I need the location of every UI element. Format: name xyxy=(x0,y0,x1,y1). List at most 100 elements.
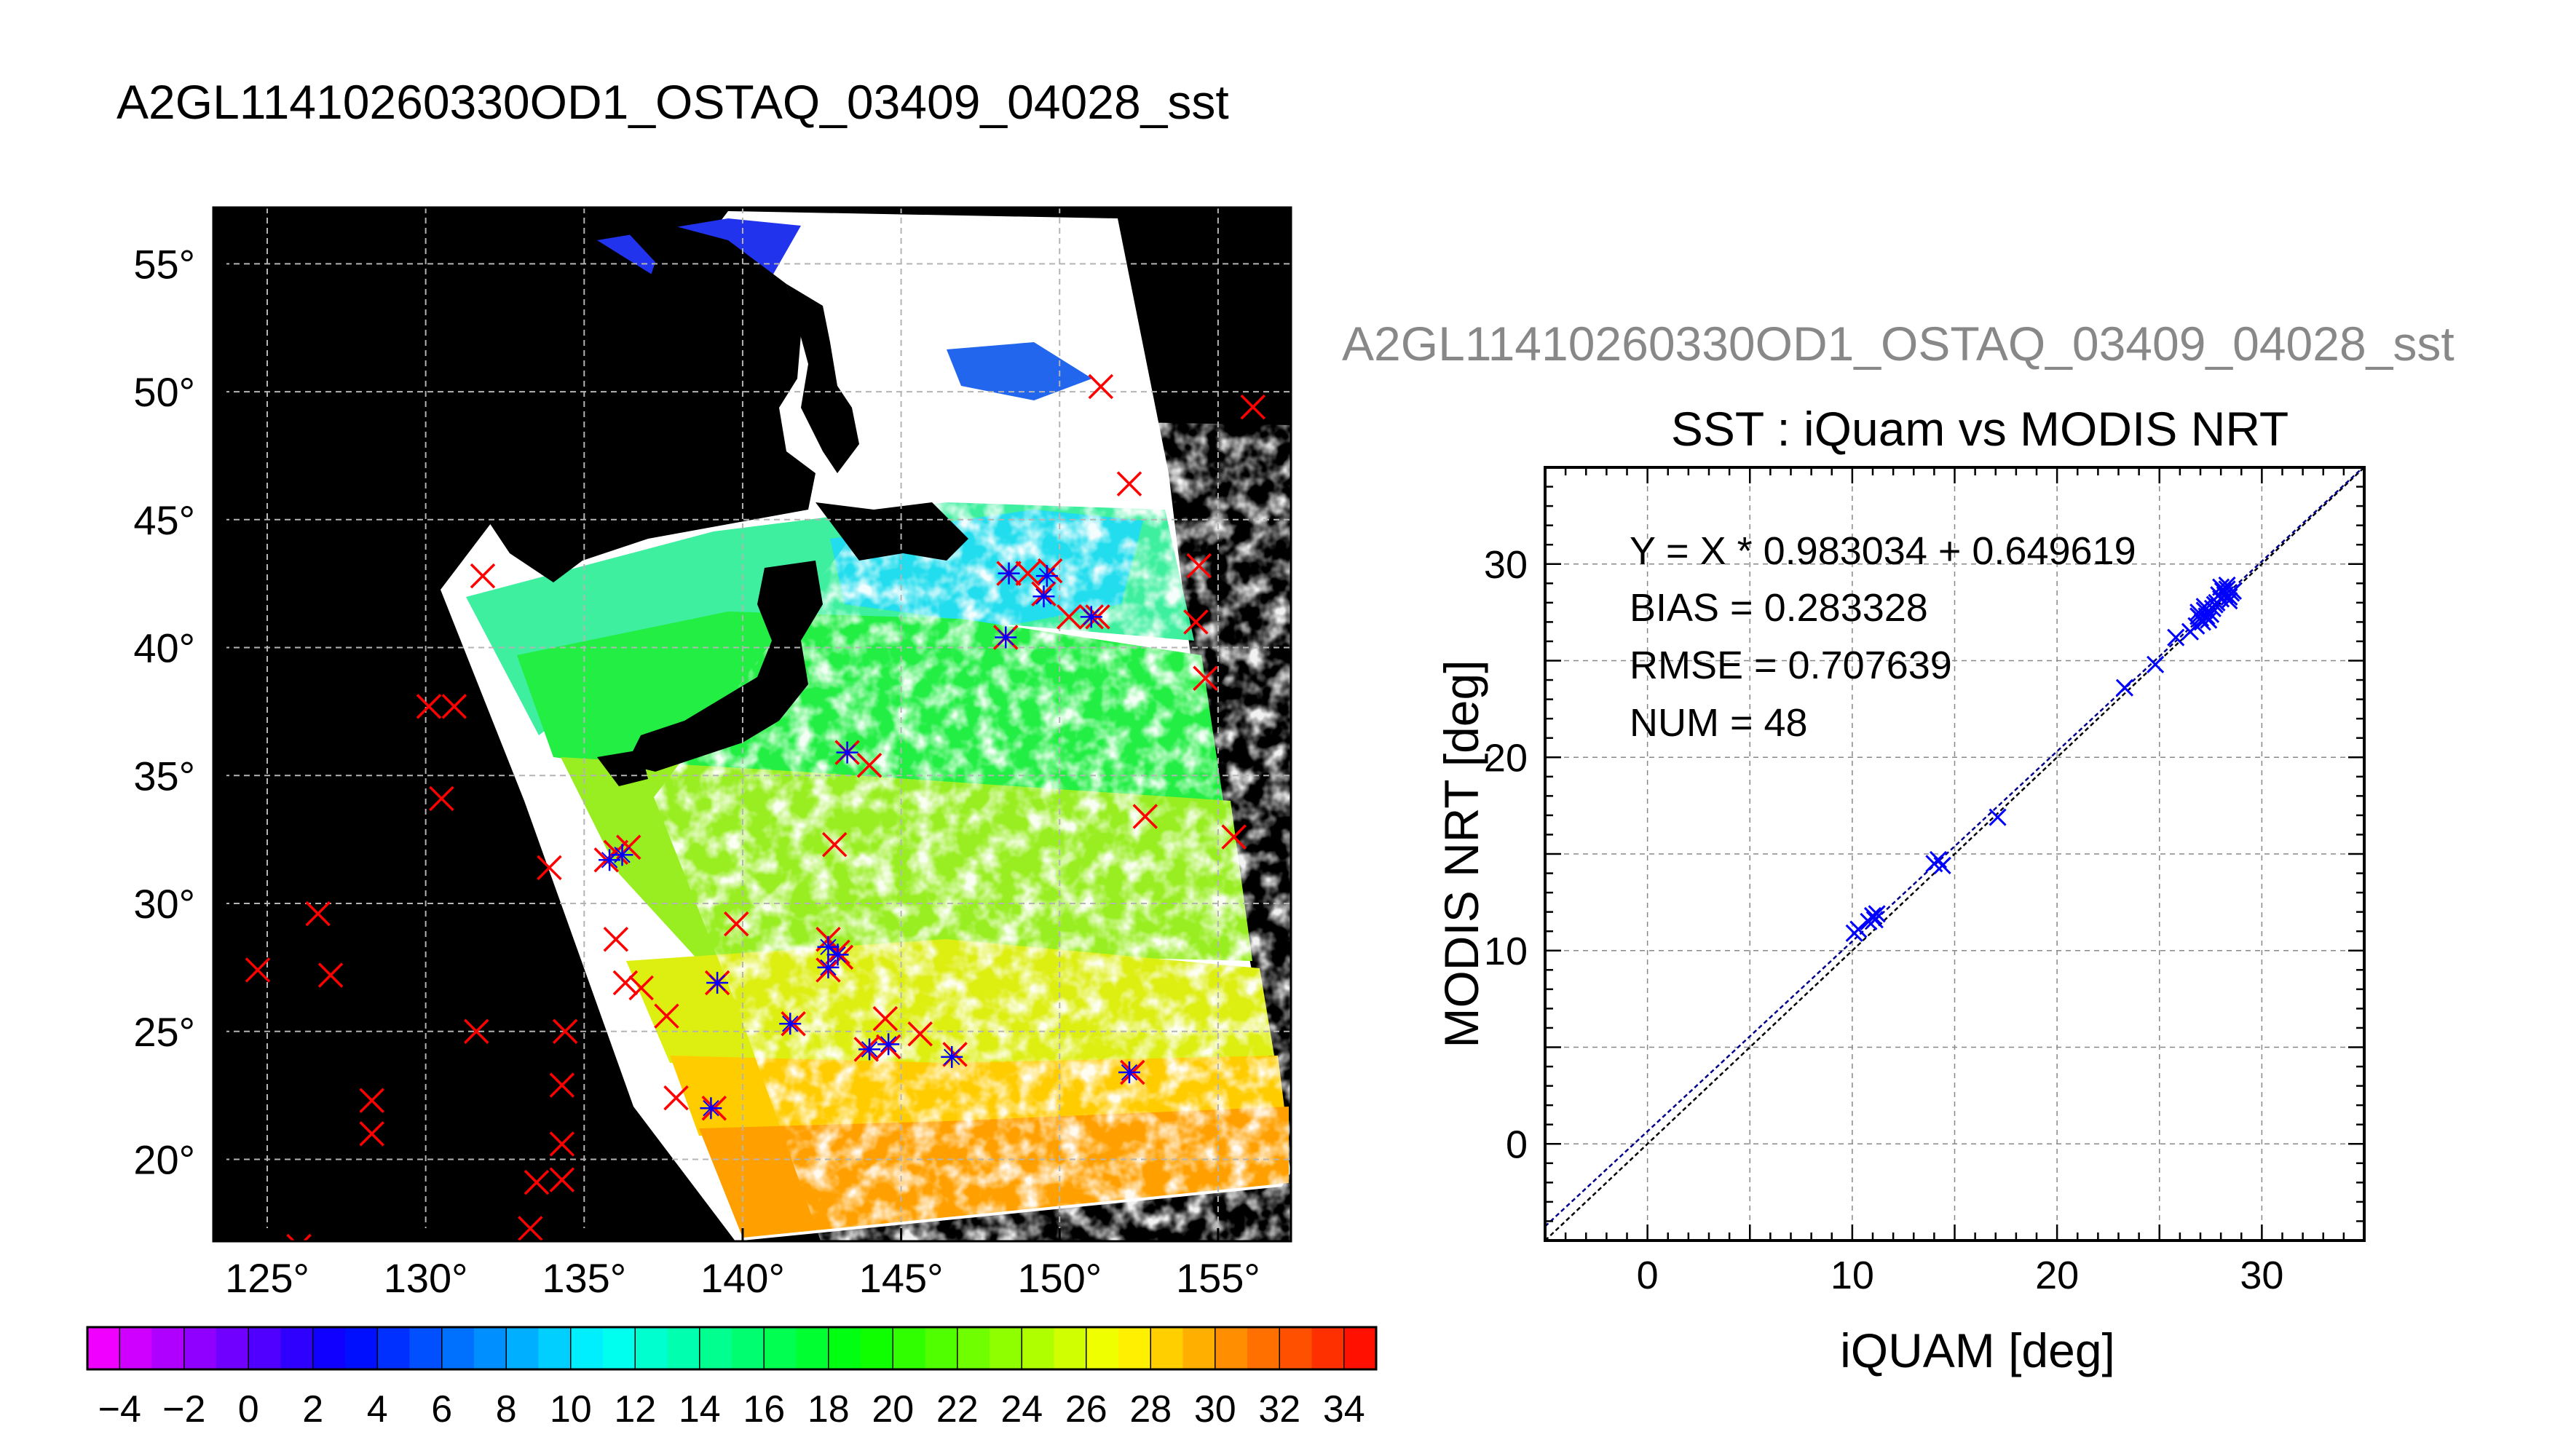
iquam-marker xyxy=(1132,804,1158,829)
colorbar-cell xyxy=(151,1327,185,1369)
colorbar-cell xyxy=(893,1327,925,1369)
colorbar-cell xyxy=(248,1327,281,1369)
colorbar-cell xyxy=(796,1327,829,1369)
iquam-marker xyxy=(1183,609,1209,635)
colorbar-cell xyxy=(1150,1327,1183,1369)
colorbar-frame xyxy=(86,1326,1378,1371)
iquam-marker xyxy=(317,962,344,988)
colorbar-label: −2 xyxy=(162,1388,205,1431)
colorbar-cell xyxy=(1279,1327,1312,1369)
iquam-marker xyxy=(537,855,562,881)
matched-marker xyxy=(858,1038,881,1061)
matched-marker xyxy=(826,943,849,966)
colorbar-cell xyxy=(1215,1327,1248,1369)
colorbar-label: 12 xyxy=(614,1388,656,1431)
scatter-point xyxy=(1849,920,1868,938)
map-lat-label: 20° xyxy=(133,1137,195,1183)
colorbar-cell xyxy=(1118,1327,1151,1369)
colorbar-label: 18 xyxy=(807,1388,850,1431)
colorbar-label: 6 xyxy=(431,1388,452,1431)
colorbar-label: 34 xyxy=(1323,1388,1365,1431)
colorbar-label: 20 xyxy=(872,1388,914,1431)
map-lon-label: 140° xyxy=(700,1255,785,1301)
iquam-marker xyxy=(416,694,442,719)
colorbar-cell xyxy=(1054,1327,1087,1369)
sst-band-north xyxy=(947,342,1092,400)
iquam-marker xyxy=(872,1005,899,1032)
map-lat-label: 55° xyxy=(133,241,195,287)
stats-box: Y = X * 0.983034 + 0.649619 BIAS = 0.283… xyxy=(1630,529,2136,745)
colorbar-cell xyxy=(119,1327,152,1369)
colorbar-label: 4 xyxy=(367,1388,388,1431)
colorbar-cell xyxy=(828,1327,861,1369)
iquam-marker xyxy=(1088,373,1114,400)
colorbar-cell xyxy=(474,1327,507,1369)
iquam-marker xyxy=(856,753,882,778)
scatter-point xyxy=(2147,655,2165,673)
matched-marker xyxy=(836,741,858,764)
colorbar-cell xyxy=(506,1327,539,1369)
colorbar-cell xyxy=(1311,1327,1345,1369)
matched-marker xyxy=(706,972,729,994)
colorbar-label: 2 xyxy=(302,1388,323,1431)
map-lat-labels: 55° 50° 45° 40° 35° 30° 25° 20° xyxy=(133,241,226,1183)
iquam-marker xyxy=(429,786,454,812)
stats-equation: Y = X * 0.983034 + 0.649619 xyxy=(1630,529,2136,573)
colorbar-label: 0 xyxy=(238,1388,259,1431)
map-lat-label: 35° xyxy=(133,753,195,799)
colorbar-label: 10 xyxy=(550,1388,592,1431)
map-lon-label: 125° xyxy=(225,1255,309,1301)
colorbar-label: 8 xyxy=(496,1388,517,1431)
colorbar-label: 14 xyxy=(679,1388,721,1431)
matched-marker xyxy=(817,956,840,978)
colorbar-label: −4 xyxy=(98,1388,141,1431)
y-tick-labels: 0 10 20 30 xyxy=(1484,543,1528,1167)
colorbar-cell xyxy=(538,1327,572,1369)
scatter-plot: 0 10 20 30 0 10 20 30 iQUAM [deg] MODIS NRT [d… xyxy=(1434,466,2366,1377)
colorbar-cell xyxy=(1022,1327,1054,1369)
stats-bias: BIAS = 0.283328 xyxy=(1630,586,1928,630)
map-lat-label: 45° xyxy=(133,497,195,543)
map-lon-label: 130° xyxy=(384,1255,468,1301)
iquam-marker xyxy=(1037,558,1063,584)
colorbar-label: 32 xyxy=(1258,1388,1300,1431)
stats-rmse: RMSE = 0.707639 xyxy=(1630,644,1952,687)
colorbar-cell xyxy=(1247,1327,1280,1369)
y-axis-label: MODIS NRT [deg] xyxy=(1434,660,1488,1048)
iquam-marker xyxy=(359,1088,384,1113)
iquam-marker xyxy=(549,1131,575,1157)
iquam-marker xyxy=(663,1085,689,1111)
iquam-marker xyxy=(1186,553,1212,579)
colorbar-cell xyxy=(603,1327,636,1369)
colorbar-cell xyxy=(861,1327,893,1369)
x-axis-label: iQUAM [deg] xyxy=(1840,1324,2115,1377)
iquam-marker xyxy=(654,1003,679,1029)
plot-grid xyxy=(1545,467,2364,1241)
main-title: A2GL11410260330OD1_OSTAQ_03409_04028_sst xyxy=(117,75,1229,129)
iquam-marker xyxy=(1221,824,1247,850)
y-tick-label: 10 xyxy=(1484,930,1528,973)
colorbar-cell xyxy=(635,1327,668,1369)
colorbar-cell xyxy=(699,1327,732,1369)
iquam-marker xyxy=(518,1216,543,1241)
matched-marker xyxy=(1035,565,1058,587)
matched-marker xyxy=(611,844,633,866)
sst-map: 55° 50° 45° 40° 35° 30° 25° 20° 125° 130° 135° 140… xyxy=(133,206,1292,1301)
colorbar-cell xyxy=(957,1327,990,1369)
colorbar-cell xyxy=(312,1327,346,1369)
colorbar-cell xyxy=(87,1327,120,1369)
land-masses xyxy=(481,207,968,786)
iquam-markers xyxy=(245,373,1266,1241)
iquam-marker xyxy=(549,1072,575,1098)
scatter-point xyxy=(2115,678,2133,697)
colorbar-cell xyxy=(570,1327,604,1369)
scatter-point xyxy=(2195,598,2214,616)
matched-marker xyxy=(995,626,1017,649)
regression-line xyxy=(1545,467,2364,1227)
iquam-marker xyxy=(549,1167,575,1192)
colorbar-label: 28 xyxy=(1129,1388,1172,1431)
iquam-marker xyxy=(907,1021,933,1047)
matched-markers xyxy=(599,562,1140,1120)
x-tick-label: 0 xyxy=(1637,1254,1659,1297)
